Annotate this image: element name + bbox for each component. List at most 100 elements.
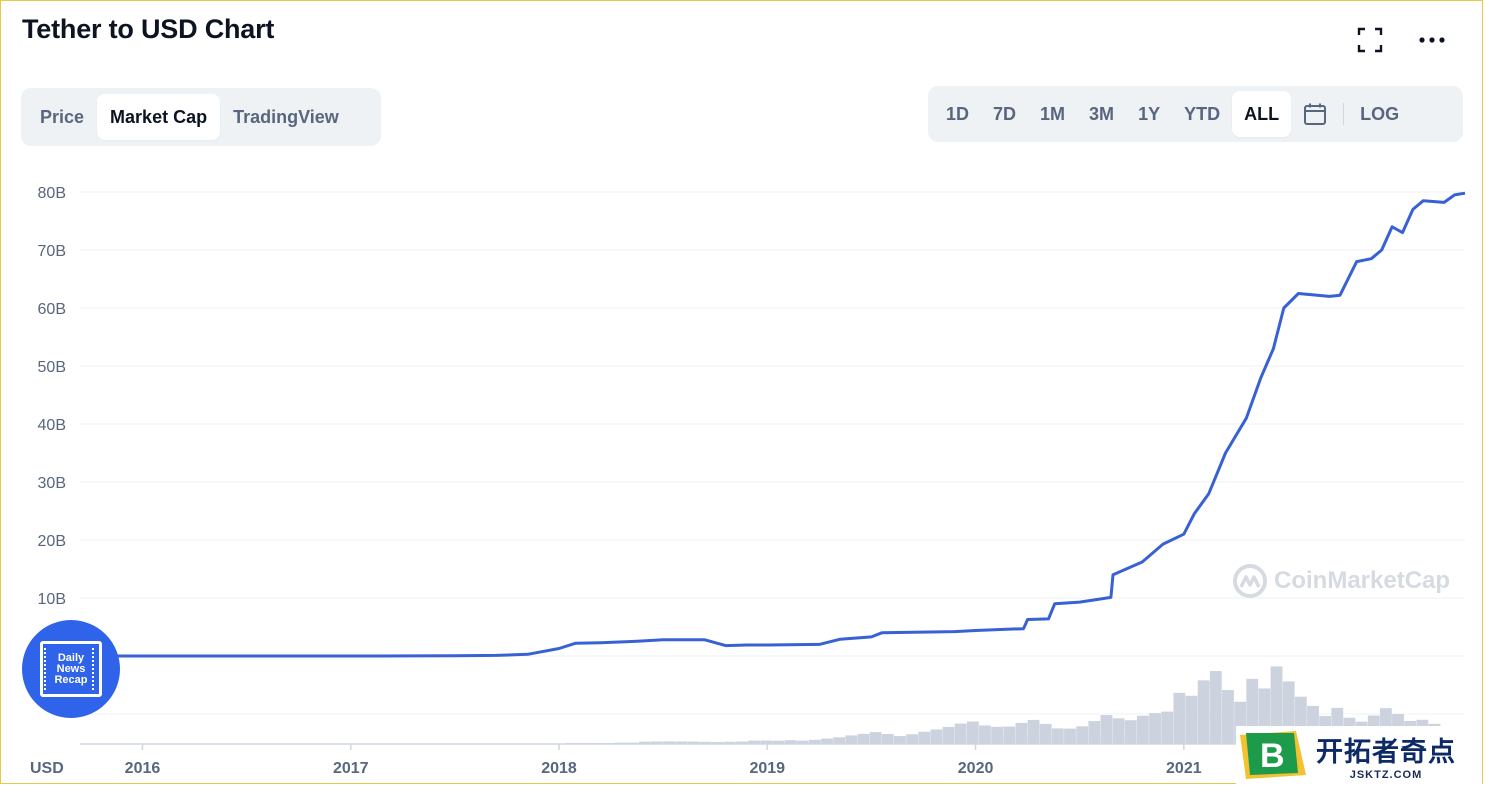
volume-bar bbox=[1064, 728, 1076, 744]
volume-bar bbox=[663, 741, 676, 744]
volume-bar bbox=[1185, 695, 1198, 744]
x-tick-label: 2016 bbox=[125, 760, 161, 777]
grid-lines bbox=[80, 191, 1465, 715]
volume-bar bbox=[651, 741, 663, 744]
y-tick-label: 20B bbox=[38, 533, 66, 550]
volume-bar bbox=[760, 740, 773, 744]
volume-bar bbox=[808, 739, 821, 744]
badge-line-2: News bbox=[56, 662, 86, 675]
page-title: Tether to USD Chart bbox=[22, 14, 275, 44]
site-name-cn: 开拓者奇点 bbox=[1316, 736, 1456, 767]
volume-bar bbox=[1051, 728, 1064, 744]
x-tick-label: 2020 bbox=[958, 760, 994, 777]
volume-bar bbox=[1173, 692, 1186, 744]
volume-bar bbox=[699, 741, 712, 744]
volume-bar bbox=[833, 737, 846, 744]
range-1y[interactable]: 1Y bbox=[1138, 104, 1161, 124]
y-tick-label: 40B bbox=[38, 417, 66, 434]
volume-bar bbox=[784, 740, 797, 744]
volume-bar bbox=[1282, 681, 1295, 744]
volume-bar bbox=[1015, 722, 1028, 744]
volume-bar bbox=[711, 742, 724, 744]
x-axis-ticks: 2016 2017 2018 2019 2020 2021 bbox=[125, 744, 1202, 777]
volume-bar bbox=[1039, 723, 1052, 744]
volume-bar bbox=[869, 732, 882, 744]
x-tick-label: 2018 bbox=[541, 760, 577, 777]
volume-bar bbox=[979, 725, 991, 744]
y-tick-label: 70B bbox=[38, 243, 66, 260]
volume-bar bbox=[1331, 707, 1344, 744]
market-cap-line bbox=[80, 191, 1466, 658]
coinmarketcap-watermark: CoinMarketCap bbox=[1232, 563, 1450, 599]
volume-bar bbox=[1258, 688, 1271, 744]
y-tick-label: 60B bbox=[38, 301, 66, 318]
volume-bar bbox=[1197, 680, 1210, 744]
coinmarketcap-logo-icon bbox=[1233, 564, 1267, 598]
volume-bar bbox=[1027, 719, 1040, 744]
volume-bar bbox=[930, 729, 943, 744]
volume-bar bbox=[821, 738, 833, 744]
range-all[interactable]: ALL bbox=[1232, 91, 1292, 137]
badge-line-1: Daily bbox=[57, 651, 85, 664]
tab-price[interactable]: Price bbox=[40, 107, 85, 127]
range-1m[interactable]: 1M bbox=[1040, 104, 1066, 124]
calendar-button[interactable] bbox=[1291, 91, 1339, 137]
volume-bar bbox=[1112, 718, 1125, 744]
volume-bar bbox=[954, 723, 967, 744]
watermark-text: CoinMarketCap bbox=[1274, 567, 1451, 594]
volume-bar bbox=[723, 741, 736, 744]
range-1d[interactable]: 1D bbox=[946, 104, 970, 124]
volume-bar bbox=[991, 726, 1004, 744]
volume-bar bbox=[1088, 721, 1101, 744]
volume-bar bbox=[1100, 715, 1113, 744]
volume-bar bbox=[1270, 666, 1283, 744]
volume-bar bbox=[748, 740, 761, 744]
range-divider bbox=[1343, 103, 1345, 125]
calendar-icon bbox=[1304, 103, 1327, 125]
volume-bar bbox=[772, 740, 785, 744]
more-options-button[interactable] bbox=[1414, 22, 1450, 58]
tab-tradingview[interactable]: TradingView bbox=[233, 107, 339, 127]
volume-bar bbox=[1136, 715, 1149, 744]
volume-bar bbox=[1003, 726, 1016, 744]
volume-bar bbox=[1246, 678, 1259, 744]
volume-bar bbox=[966, 721, 979, 744]
view-tab-group: Price Market Cap TradingView bbox=[21, 88, 381, 146]
badge-line-3: Recap bbox=[54, 673, 88, 686]
more-icon bbox=[1419, 37, 1445, 43]
volume-bar bbox=[845, 735, 858, 744]
y-tick-label: 50B bbox=[38, 359, 66, 376]
volume-bar bbox=[893, 736, 906, 744]
volume-bar bbox=[675, 741, 688, 744]
currency-label: USD bbox=[30, 760, 64, 777]
daily-news-recap-badge[interactable]: Daily News Recap bbox=[22, 620, 120, 718]
fullscreen-button[interactable] bbox=[1352, 22, 1388, 58]
log-toggle[interactable]: LOG bbox=[1360, 104, 1400, 124]
site-watermark: B 开拓者奇点 JSKTZ.COM bbox=[1236, 726, 1482, 784]
range-ytd[interactable]: YTD bbox=[1184, 104, 1221, 124]
volume-bar bbox=[1076, 726, 1089, 744]
volume-bar bbox=[1209, 671, 1222, 744]
volume-bars bbox=[565, 666, 1465, 744]
volume-bar bbox=[1234, 701, 1247, 744]
tab-market-cap[interactable]: Market Cap bbox=[97, 94, 221, 140]
film-icon: Daily News Recap bbox=[40, 641, 102, 697]
volume-bar bbox=[1294, 696, 1307, 744]
fullscreen-icon bbox=[1357, 27, 1383, 53]
volume-bar bbox=[857, 733, 870, 744]
site-name-en: JSKTZ.COM bbox=[1349, 768, 1423, 781]
x-tick-label: 2021 bbox=[1166, 760, 1202, 777]
volume-bar bbox=[687, 741, 700, 744]
y-axis-ticks: 80B 70B 60B 50B 40B 30B 20B 10B bbox=[38, 185, 66, 608]
volume-bar bbox=[1161, 711, 1174, 744]
volume-bar bbox=[1222, 690, 1234, 744]
volume-bar bbox=[796, 740, 809, 744]
range-7d[interactable]: 7D bbox=[993, 104, 1017, 124]
volume-bar bbox=[1149, 713, 1161, 744]
svg-text:B: B bbox=[1260, 737, 1285, 775]
range-3m[interactable]: 3M bbox=[1089, 104, 1115, 124]
volume-bar bbox=[881, 734, 894, 744]
range-tab-group: 1D 7D 1M 3M 1Y YTD ALL LOG bbox=[928, 86, 1463, 142]
